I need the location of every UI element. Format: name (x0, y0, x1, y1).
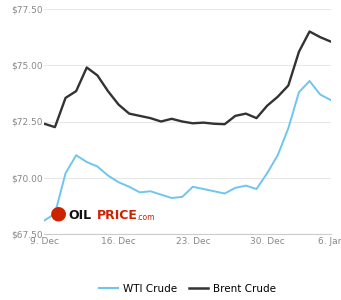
Text: ●: ● (50, 204, 67, 223)
Text: PRICE: PRICE (97, 208, 138, 222)
Text: OIL: OIL (69, 208, 92, 222)
Legend: WTI Crude, Brent Crude: WTI Crude, Brent Crude (94, 280, 281, 298)
Text: .com: .com (136, 213, 154, 222)
